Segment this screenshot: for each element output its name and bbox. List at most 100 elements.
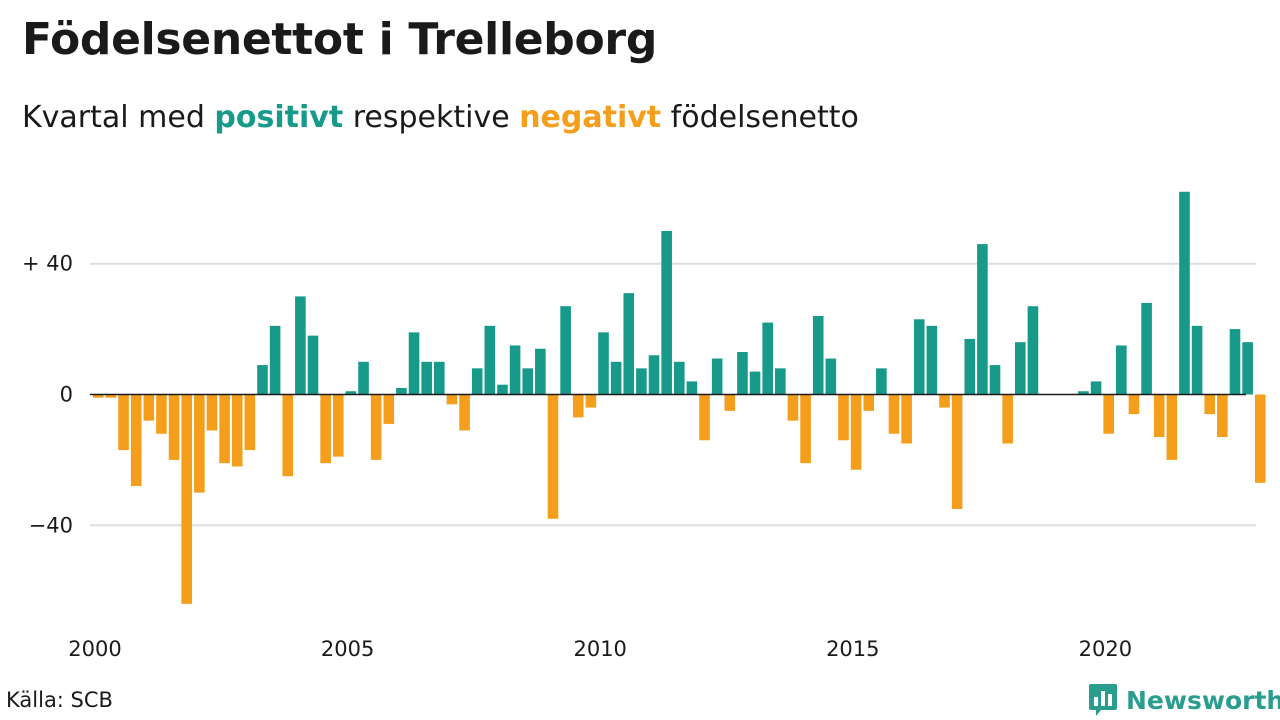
bar-chart-speech-icon bbox=[1089, 684, 1117, 716]
bar bbox=[434, 361, 445, 395]
bar bbox=[560, 306, 571, 395]
bar bbox=[471, 368, 483, 395]
chart-grid bbox=[90, 262, 1256, 527]
bar bbox=[1179, 191, 1190, 395]
y-tick-label: −40 bbox=[29, 513, 73, 537]
bar bbox=[711, 358, 723, 395]
bar bbox=[535, 348, 546, 395]
subtitle-middle: respektive bbox=[343, 100, 520, 135]
bar bbox=[257, 365, 268, 395]
bar bbox=[320, 394, 331, 464]
bar bbox=[408, 332, 420, 395]
bar bbox=[1217, 394, 1228, 438]
bar bbox=[307, 335, 319, 395]
bar bbox=[446, 394, 458, 405]
bar bbox=[913, 319, 925, 395]
bar bbox=[168, 394, 180, 460]
bar bbox=[951, 394, 963, 509]
bar bbox=[484, 325, 496, 395]
source-note: Källa: SCB bbox=[6, 688, 113, 712]
bar bbox=[838, 394, 849, 441]
bar bbox=[1166, 394, 1178, 460]
bar bbox=[269, 325, 281, 395]
bar bbox=[105, 394, 117, 398]
bar bbox=[421, 361, 432, 395]
bar bbox=[383, 394, 395, 424]
bar bbox=[1103, 394, 1114, 434]
subtitle-negative: negativt bbox=[519, 100, 662, 135]
bar bbox=[345, 391, 357, 395]
bar bbox=[699, 394, 710, 441]
bar bbox=[181, 394, 193, 604]
bar bbox=[1141, 302, 1152, 395]
bar bbox=[964, 338, 976, 395]
brand-logo: Newsworthy bbox=[1088, 683, 1280, 717]
bar bbox=[673, 361, 685, 395]
bar bbox=[156, 394, 167, 434]
bar bbox=[648, 355, 660, 395]
bar bbox=[661, 231, 672, 395]
bar bbox=[1002, 394, 1013, 444]
x-axis: 2000 2005 2010 2015 2020 bbox=[68, 637, 1132, 661]
bar bbox=[231, 394, 243, 467]
bar bbox=[762, 322, 773, 395]
bar bbox=[282, 394, 294, 477]
subtitle-positive: positivt bbox=[214, 100, 344, 135]
bar bbox=[332, 394, 344, 457]
bar bbox=[623, 293, 635, 395]
bar bbox=[686, 381, 698, 395]
x-tick-label: 2005 bbox=[321, 637, 374, 661]
bar bbox=[295, 296, 306, 395]
bar bbox=[1116, 345, 1127, 395]
bar bbox=[219, 394, 230, 464]
bar bbox=[598, 332, 609, 395]
bar bbox=[939, 394, 950, 408]
bar bbox=[370, 394, 382, 460]
bar bbox=[977, 244, 988, 395]
subtitle-suffix: födelsenetto bbox=[661, 100, 859, 135]
bar bbox=[787, 394, 799, 421]
x-tick-label: 2000 bbox=[68, 637, 121, 661]
brand-name: Newsworthy bbox=[1126, 685, 1280, 715]
bar bbox=[737, 351, 748, 395]
bar bbox=[1128, 394, 1140, 415]
bar bbox=[610, 361, 622, 395]
bar bbox=[572, 394, 584, 418]
bar bbox=[118, 394, 129, 451]
bar bbox=[749, 371, 761, 395]
bar bbox=[863, 394, 875, 411]
bar bbox=[1078, 391, 1089, 395]
subtitle-prefix: Kvartal med bbox=[22, 100, 215, 135]
x-tick-label: 2010 bbox=[573, 637, 626, 661]
bar bbox=[876, 368, 887, 395]
bar bbox=[636, 368, 647, 395]
bar bbox=[989, 365, 1001, 395]
chart-bars bbox=[93, 191, 1266, 604]
bar bbox=[206, 394, 218, 431]
y-tick-label: 0 bbox=[60, 383, 73, 407]
bar bbox=[1014, 342, 1026, 395]
bar bbox=[358, 361, 369, 395]
bar bbox=[497, 384, 508, 395]
bar bbox=[825, 358, 837, 395]
bar bbox=[724, 394, 736, 411]
bar bbox=[1027, 306, 1039, 395]
bar bbox=[888, 394, 900, 434]
bar bbox=[1090, 381, 1102, 395]
y-axis: + 40 0 −40 bbox=[22, 252, 73, 538]
bar bbox=[1153, 394, 1165, 438]
bar bbox=[244, 394, 256, 451]
bar bbox=[194, 394, 205, 493]
bar bbox=[585, 394, 597, 408]
bar bbox=[143, 394, 155, 421]
bar bbox=[1191, 325, 1203, 395]
bar bbox=[459, 394, 470, 431]
bar bbox=[1242, 342, 1253, 395]
bar bbox=[1229, 329, 1241, 395]
bar bbox=[93, 394, 104, 398]
chart-subtitle: Kvartal med positivt respektive negativt… bbox=[22, 100, 859, 135]
x-tick-label: 2020 bbox=[1079, 637, 1132, 661]
bar bbox=[926, 325, 938, 395]
bar bbox=[1254, 394, 1266, 483]
bar bbox=[396, 387, 407, 395]
